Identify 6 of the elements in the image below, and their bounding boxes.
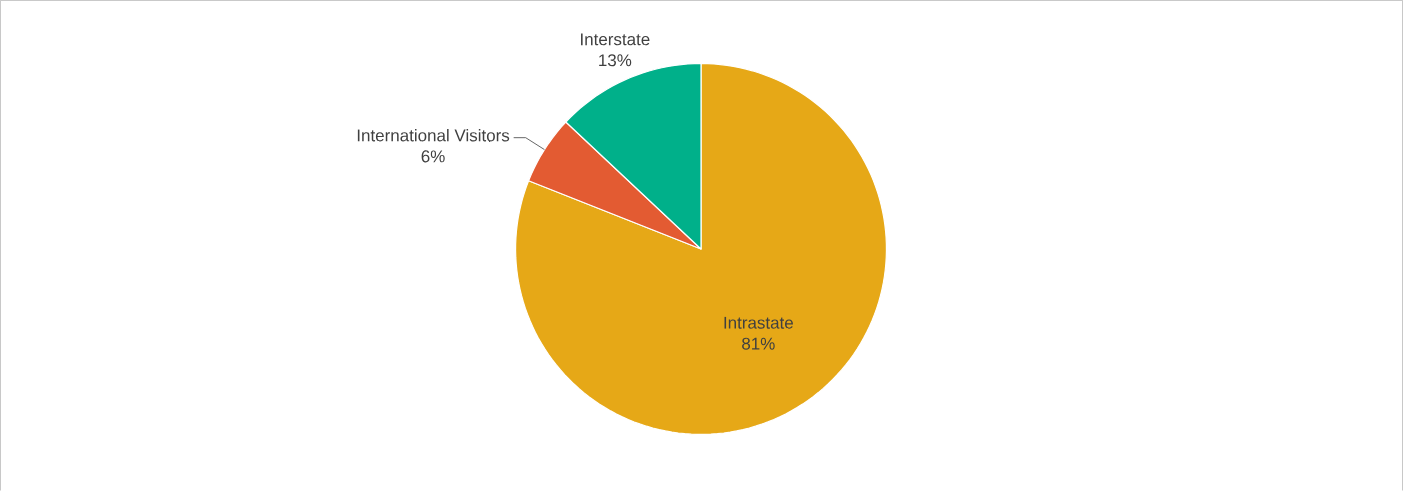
slice-label: Intrastate [724, 316, 793, 329]
data-label: 13% [599, 54, 632, 67]
slice-label: Interstate [581, 33, 650, 46]
slice-label: International Visitors [357, 129, 510, 142]
data-label: 6% [421, 150, 445, 163]
data-label: 81% [742, 337, 775, 350]
